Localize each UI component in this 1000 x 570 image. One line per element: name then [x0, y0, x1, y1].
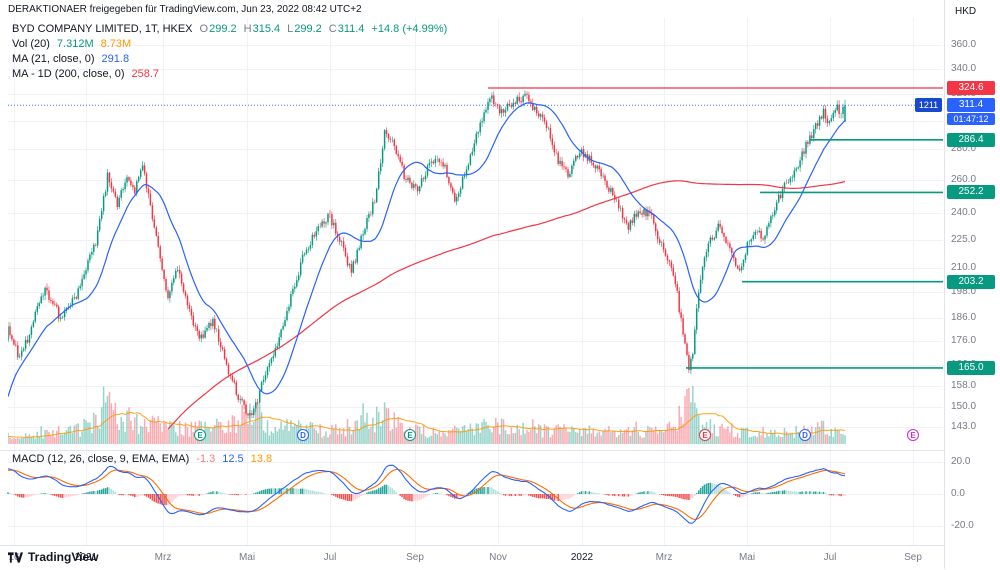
- level-price-badge: 203.2: [947, 275, 995, 289]
- price-tick: 198.0: [951, 286, 977, 297]
- symbol-legend-row: BYD COMPANY LIMITED, 1T, HKEX O299.2 H31…: [12, 22, 447, 37]
- price-tick: 186.0: [951, 312, 977, 323]
- symbol-code-badge: 1211: [915, 98, 942, 112]
- ma200-value: 258.7: [131, 68, 160, 80]
- time-axis-label: Nov: [489, 552, 507, 563]
- price-tick: 225.0: [951, 234, 977, 245]
- time-axis-year-label: 2022: [570, 552, 594, 563]
- symbol-title[interactable]: BYD COMPANY LIMITED, 1T, HKEX: [12, 23, 193, 35]
- close-value: C311.4: [328, 23, 365, 35]
- time-axis-label: Jul: [323, 552, 337, 563]
- price-tick: 176.0: [951, 335, 977, 346]
- price-tick: 143.0: [951, 421, 977, 432]
- time-axis-label: Sep: [406, 552, 424, 563]
- volume-legend-row: Vol (20) 7.312M 8.73M: [12, 37, 447, 52]
- level-price-badge: 286.4: [947, 133, 995, 147]
- time-axis-label: Mrz: [154, 552, 172, 563]
- tradingview-wordmark: TradingView: [28, 550, 99, 564]
- price-tick: 210.0: [951, 262, 977, 273]
- earnings-marker[interactable]: E: [699, 429, 711, 441]
- price-pane-legend: BYD COMPANY LIMITED, 1T, HKEX O299.2 H31…: [12, 22, 447, 82]
- time-axis-label: 16: [8, 552, 20, 563]
- earnings-marker[interactable]: E: [194, 429, 206, 441]
- macd-legend-row: MACD (12, 26, close, 9, EMA, EMA) -1.3 1…: [12, 452, 272, 467]
- macd-tick: 20.0: [951, 456, 971, 467]
- level-price-badge: 252.2: [947, 185, 995, 199]
- price-tick: 158.0: [951, 380, 977, 391]
- time-axis-label: Mai: [738, 552, 756, 563]
- price-axis[interactable]: HKD 360.0340.0320.0300.0280.0260.0240.02…: [944, 0, 1000, 569]
- level-price-badge: 324.6: [947, 81, 995, 95]
- price-tick: 260.0: [951, 174, 977, 185]
- macd-tick: 0.0: [951, 488, 965, 499]
- ma21-value: 291.8: [101, 53, 130, 65]
- price-tick: 150.0: [951, 401, 977, 412]
- time-axis-label: Sep: [904, 552, 922, 563]
- ma200-legend-row: MA - 1D (200, close, 0) 258.7: [12, 67, 447, 82]
- tradingview-attribution[interactable]: TradingView: [8, 550, 98, 564]
- price-tick: 240.0: [951, 207, 977, 218]
- time-axis[interactable]: 16 2021 Mrz Mai Jul Sep Nov 2022 Mrz Mai Jul Sep: [0, 545, 944, 570]
- time-axis-year-label: 2021: [74, 552, 98, 563]
- price-tick: 280.0: [951, 143, 977, 154]
- high-value: H315.4: [243, 23, 281, 35]
- ma200-label[interactable]: MA - 1D (200, close, 0): [12, 68, 125, 80]
- volume-legend-label[interactable]: Vol (20): [12, 38, 50, 50]
- macd-legend: MACD (12, 26, close, 9, EMA, EMA) -1.3 1…: [12, 452, 272, 467]
- volume-ma-value: 8.73M: [100, 38, 132, 50]
- ma21-legend-row: MA (21, close, 0) 291.8: [12, 52, 447, 67]
- tradingview-logo-icon: [8, 551, 23, 563]
- last-price-badge: 311.4: [947, 98, 995, 112]
- level-price-badge: 165.0: [947, 361, 995, 375]
- time-axis-label: Mai: [238, 552, 256, 563]
- macd-label[interactable]: MACD (12, 26, close, 9, EMA, EMA): [12, 453, 190, 465]
- ma21-label[interactable]: MA (21, close, 0): [12, 53, 95, 65]
- macd-line-value: 12.5: [222, 453, 244, 465]
- open-value: O299.2: [199, 23, 237, 35]
- dividend-marker[interactable]: D: [297, 429, 309, 441]
- price-tick: 360.0: [951, 39, 977, 50]
- macd-hist-value: -1.3: [196, 453, 216, 465]
- macd-tick: -20.0: [951, 520, 974, 531]
- earnings-marker[interactable]: E: [907, 429, 919, 441]
- bar-countdown-badge: 01:47:12: [947, 113, 995, 125]
- time-axis-label: Jul: [823, 552, 837, 563]
- price-tick: 340.0: [951, 63, 977, 74]
- dividend-marker[interactable]: D: [799, 429, 811, 441]
- copyright-note: DERAKTIONAER freigegeben für TradingView…: [8, 4, 362, 15]
- time-axis-label: Mrz: [655, 552, 673, 563]
- macd-signal-value: 13.8: [250, 453, 273, 465]
- earnings-marker[interactable]: E: [404, 429, 416, 441]
- currency-label: HKD: [955, 6, 977, 17]
- low-value: L299.2: [287, 23, 322, 35]
- volume-value: 7.312M: [56, 38, 94, 50]
- change-value: +14.8 (+4.99%): [371, 23, 448, 35]
